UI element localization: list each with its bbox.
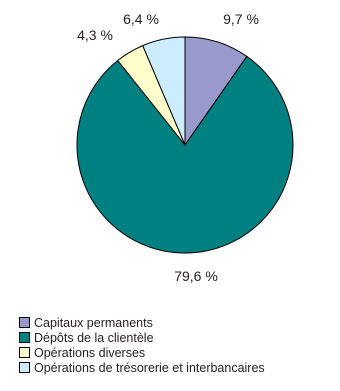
legend-item-2: Dépôts de la clientèle bbox=[19, 330, 265, 345]
legend: Capitaux permanents Dépôts de la clientèl… bbox=[19, 315, 265, 375]
legend-label-4: Opérations de trésorerie et interbancair… bbox=[34, 360, 265, 375]
pie-slices bbox=[76, 36, 294, 254]
legend-label-1: Capitaux permanents bbox=[34, 315, 153, 330]
legend-label-2: Dépôts de la clientèle bbox=[34, 330, 154, 345]
legend-label-3: Opérations diverses bbox=[34, 345, 146, 360]
legend-item-3: Opérations diverses bbox=[19, 345, 265, 360]
legend-swatch-4 bbox=[19, 362, 30, 373]
pie-slice-4 bbox=[142, 36, 186, 146]
pie-chart: 9,7 % 79,6 % 4,3 % 6,4 % bbox=[76, 11, 294, 284]
pie-slice-2 bbox=[76, 55, 294, 254]
pie-labels: 9,7 % 79,6 % 4,3 % 6,4 % bbox=[77, 11, 259, 284]
legend-item-4: Opérations de trésorerie et interbancair… bbox=[19, 360, 265, 375]
legend-swatch-3 bbox=[19, 347, 30, 358]
legend-item-1: Capitaux permanents bbox=[19, 315, 265, 330]
slice-label-4: 6,4 % bbox=[123, 11, 159, 27]
legend-swatch-2 bbox=[19, 332, 30, 343]
slice-label-2: 79,6 % bbox=[174, 268, 218, 284]
slice-label-3: 4,3 % bbox=[77, 27, 113, 43]
slice-label-1: 9,7 % bbox=[223, 11, 259, 27]
legend-swatch-1 bbox=[19, 317, 30, 328]
